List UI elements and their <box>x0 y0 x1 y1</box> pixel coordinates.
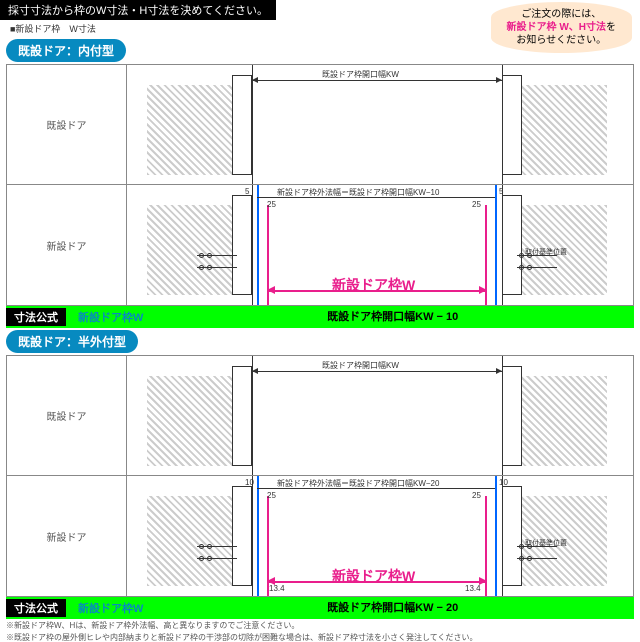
formula-target: 新設ドア枠W <box>70 308 151 326</box>
row-label: 既設ドア <box>7 356 127 475</box>
order-notice: ご注文の際には、 新設ドア枠 W、H寸法を お知らせください。 <box>491 2 632 53</box>
row-diagram: 新設ドア枠外法幅＝既設ドア枠開口幅KW−10 5 5 25 25 新設ドア枠W … <box>127 185 633 305</box>
notice-line2: 新設ドア枠 W、H寸法 <box>507 22 606 33</box>
row-label: 新設ドア <box>7 476 127 596</box>
notice-line3: お知らせください。 <box>516 35 606 46</box>
formula-bar-0: 寸法公式 新設ドア枠W 既設ドア枠開口幅KW − 10 <box>6 306 634 328</box>
notice-line1: ご注文の際には、 <box>521 9 601 20</box>
section-badge-1: 既設ドア：半外付型 <box>6 330 138 353</box>
formula-label: 寸法公式 <box>6 599 66 617</box>
section-0: 既設ドア 既設ドア枠開口幅KW 新設ドア 新設ドア枠外法幅＝既設ドア枠開口幅KW… <box>6 64 634 306</box>
footnote-2: ※既設ドア枠の屋外側ヒレや内部納まりと新設ドア枠の干渉部の切除が困難な場合は、新… <box>6 633 634 642</box>
footnote-1: ※新設ドア枠W、Hは、新設ドア枠外法幅、高と異なりますのでご注意ください。 <box>6 621 634 631</box>
formula-target: 新設ドア枠W <box>70 599 151 617</box>
row-label: 新設ドア <box>7 185 127 305</box>
formula-expr: 既設ドア枠開口幅KW − 20 <box>151 599 634 617</box>
header-black: 採寸寸法から枠のW寸法・H寸法を決めてください。 <box>0 0 276 20</box>
section-1-row-0: 既設ドア 既設ドア枠開口幅KW <box>7 356 633 476</box>
row-diagram: 新設ドア枠外法幅＝既設ドア枠開口幅KW−20 10 10 25 25 新設ドア枠… <box>127 476 633 596</box>
formula-expr: 既設ドア枠開口幅KW − 10 <box>151 308 634 326</box>
formula-label: 寸法公式 <box>6 308 66 326</box>
row-label: 既設ドア <box>7 65 127 184</box>
section-1: 既設ドア 既設ドア枠開口幅KW 新設ドア 新設ドア枠外法幅＝既設ドア枠開口幅KW… <box>6 355 634 597</box>
formula-bar-1: 寸法公式 新設ドア枠W 既設ドア枠開口幅KW − 20 <box>6 597 634 619</box>
row-diagram: 既設ドア枠開口幅KW <box>127 65 633 184</box>
section-0-row-1: 新設ドア 新設ドア枠外法幅＝既設ドア枠開口幅KW−10 5 5 25 25 新設… <box>7 185 633 305</box>
section-1-row-1: 新設ドア 新設ドア枠外法幅＝既設ドア枠開口幅KW−20 10 10 25 25 … <box>7 476 633 596</box>
section-badge-0: 既設ドア：内付型 <box>6 39 126 62</box>
section-0-row-0: 既設ドア 既設ドア枠開口幅KW <box>7 65 633 185</box>
row-diagram: 既設ドア枠開口幅KW <box>127 356 633 475</box>
